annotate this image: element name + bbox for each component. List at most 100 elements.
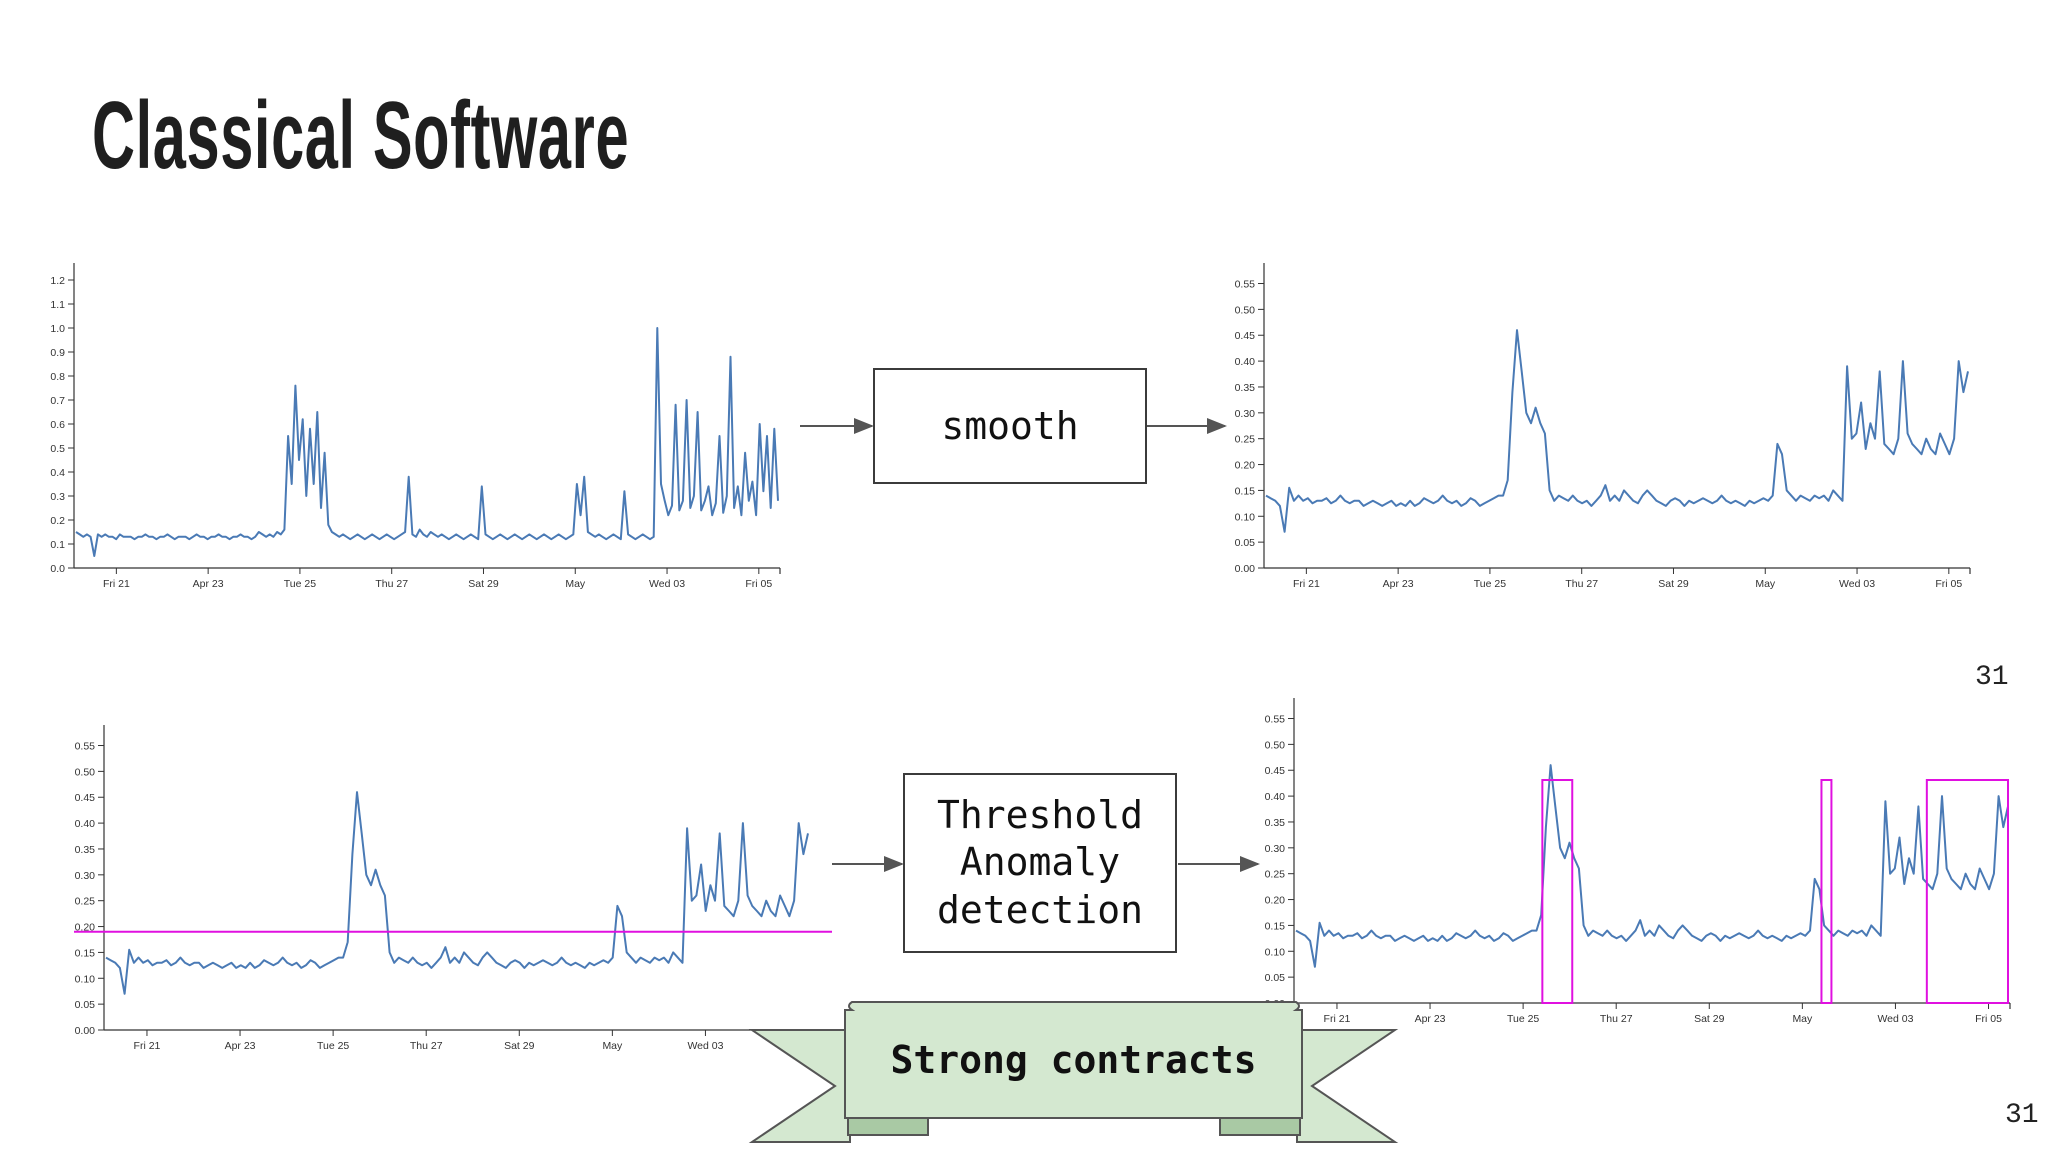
x-tick-label: Thu 27 (375, 578, 408, 590)
x-tick-label: Fri 21 (1293, 578, 1320, 590)
y-tick-label: 0.30 (75, 870, 96, 882)
y-tick-label: 0.0 (50, 563, 65, 575)
y-tick-label: 0.8 (50, 371, 65, 383)
x-tick-label: Apr 23 (225, 1040, 256, 1052)
x-tick-label: Apr 23 (1415, 1013, 1446, 1025)
banner-label: Strong contracts (890, 1038, 1257, 1082)
chart-detected-anomalies: 0.000.050.100.150.200.250.300.350.400.45… (1265, 698, 2011, 1025)
x-tick-label: Fri 05 (745, 578, 772, 590)
x-tick-label: Fri 05 (1935, 578, 1962, 590)
x-tick-label: Tue 25 (284, 578, 316, 590)
y-tick-label: 0.00 (1235, 563, 1256, 575)
anomaly-box (1925, 779, 2010, 1004)
x-tick-label: Tue 25 (317, 1040, 349, 1052)
x-tick-label: Apr 23 (193, 578, 224, 590)
x-tick-label: Tue 25 (1474, 578, 1506, 590)
y-tick-label: 0.50 (1235, 304, 1256, 316)
x-tick-label: Thu 27 (1565, 578, 1598, 590)
threshold-step-label: Threshold Anomaly detection (937, 792, 1143, 932)
anomaly-box (1820, 779, 1833, 1004)
y-tick-label: 0.45 (75, 792, 96, 804)
page-number-bottom: 31 (2005, 1100, 2039, 1131)
slide-title: Classical Software (92, 82, 630, 189)
y-tick-label: 0.7 (50, 395, 65, 407)
y-tick-label: 0.35 (1235, 382, 1256, 394)
y-tick-label: 0.45 (1265, 765, 1286, 777)
y-tick-label: 0.15 (75, 947, 96, 959)
y-tick-label: 0.20 (1265, 895, 1286, 907)
y-tick-label: 0.20 (1235, 460, 1256, 472)
threshold-step-box: Threshold Anomaly detection (903, 773, 1177, 953)
y-tick-label: 0.05 (75, 999, 96, 1011)
x-tick-label: Tue 25 (1507, 1013, 1539, 1025)
y-tick-label: 0.50 (1265, 739, 1286, 751)
x-tick-label: Thu 27 (1600, 1013, 1633, 1025)
x-tick-label: Apr 23 (1383, 578, 1414, 590)
y-tick-label: 0.55 (1235, 279, 1256, 291)
y-tick-label: 0.50 (75, 766, 96, 778)
chart-threshold-signal: 0.00 0.05 0.10 0.15 0.20 0.25 0.30 0.35 0.40 0.45… (74, 725, 832, 1052)
y-tick-label: 1.2 (50, 275, 65, 287)
y-tick-label: 0.9 (50, 347, 65, 359)
y-tick-label: 0.05 (1265, 972, 1286, 984)
page-number-mid: 31 (1975, 662, 2009, 693)
x-tick-label: May (1755, 578, 1776, 590)
chart-smoothed-signal: 0.00 0.05 0.10 0.15 0.20 0.25 0.30 0.35 0.40 0.45… (1235, 263, 1971, 590)
y-tick-label: 1.0 (50, 323, 65, 335)
x-tick-label: May (602, 1040, 623, 1052)
y-tick-label: 0.40 (1235, 356, 1256, 368)
x-tick-label: Sat 29 (468, 578, 499, 590)
y-tick-label: 0.25 (1265, 869, 1286, 881)
y-tick-label: 0.15 (1265, 920, 1286, 932)
y-tick-label: 0.5 (50, 443, 65, 455)
x-tick-label: Wed 03 (1839, 578, 1875, 590)
banner-ribbon (748, 1001, 1399, 1143)
y-tick-label: 0.30 (1235, 408, 1256, 420)
series-line (75, 327, 779, 557)
x-tick-label: Wed 03 (687, 1040, 723, 1052)
x-tick-label: May (565, 578, 586, 590)
y-tick-label: 0.45 (1235, 330, 1256, 342)
y-tick-label: 0.25 (1235, 434, 1256, 446)
x-tick-label: Sat 29 (1694, 1013, 1725, 1025)
x-tick-label: Fri 21 (1324, 1013, 1351, 1025)
y-tick-label: 0.25 (75, 896, 96, 908)
x-tick-label: Thu 27 (410, 1040, 443, 1052)
smooth-step-label: smooth (941, 404, 1079, 448)
x-tick-label: Fri 21 (134, 1040, 161, 1052)
x-tick-label: Fri 05 (1975, 1013, 2002, 1025)
y-tick-label: 0.4 (50, 467, 65, 479)
y-tick-label: 0.30 (1265, 843, 1286, 855)
x-tick-label: Fri 21 (103, 578, 130, 590)
x-tick-label: Sat 29 (1658, 578, 1689, 590)
y-tick-label: 0.40 (1265, 791, 1286, 803)
series-line (105, 791, 809, 995)
y-tick-label: 0.1 (50, 539, 65, 551)
y-tick-label: 0.10 (1265, 946, 1286, 958)
y-tick-label: 0.00 (75, 1025, 96, 1037)
y-tick-label: 0.35 (75, 844, 96, 856)
x-tick-label: Sat 29 (504, 1040, 535, 1052)
smooth-step-box: smooth (873, 368, 1147, 484)
y-tick-label: 0.10 (75, 973, 96, 985)
y-tick-label: 0.55 (1265, 714, 1286, 726)
y-tick-label: 0.10 (1235, 511, 1256, 523)
x-tick-label: Wed 03 (649, 578, 685, 590)
y-tick-label: 0.35 (1265, 817, 1286, 829)
y-tick-label: 0.2 (50, 515, 65, 527)
anomaly-box (1541, 779, 1574, 1004)
x-tick-label: May (1792, 1013, 1813, 1025)
y-tick-label: 0.15 (1235, 485, 1256, 497)
y-tick-label: 1.1 (50, 299, 65, 311)
x-tick-label: Wed 03 (1877, 1013, 1913, 1025)
series-line (1265, 329, 1969, 533)
y-tick-label: 0.55 (75, 741, 96, 753)
chart-raw-signal: 0.0 0.1 0.2 0.3 0.4 0.5 0.6 0.7 0.8 0.9 1.0 1.1 1.2 F… (50, 263, 781, 590)
y-tick-label: 0.6 (50, 419, 65, 431)
series-line (1295, 764, 2009, 968)
y-tick-label: 0.40 (75, 818, 96, 830)
y-tick-label: 0.05 (1235, 537, 1256, 549)
y-tick-label: 0.3 (50, 491, 65, 503)
